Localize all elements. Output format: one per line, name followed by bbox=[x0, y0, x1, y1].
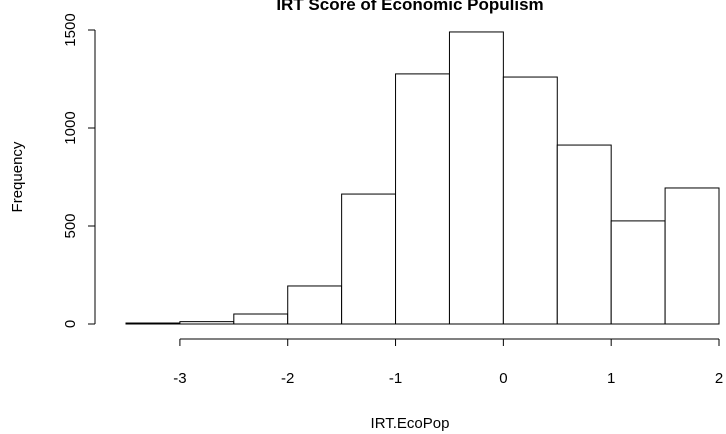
x-tick-label: -1 bbox=[389, 370, 402, 387]
x-tick-label: -2 bbox=[281, 370, 294, 387]
x-tick-label: -3 bbox=[173, 370, 186, 387]
x-tick-label: 0 bbox=[499, 370, 507, 387]
chart-title: IRT Score of Economic Populism bbox=[276, 0, 543, 14]
bar bbox=[610, 220, 666, 325]
bar bbox=[179, 321, 235, 325]
y-tick-label: 500 bbox=[62, 213, 79, 238]
bar bbox=[448, 31, 504, 325]
x-axis-label: IRT.EcoPop bbox=[371, 415, 450, 432]
bar bbox=[341, 193, 397, 325]
bar bbox=[395, 73, 450, 325]
y-axis-label: Frequency bbox=[9, 141, 26, 212]
bar bbox=[233, 313, 289, 325]
bar bbox=[125, 322, 181, 325]
bar bbox=[287, 285, 343, 325]
y-tick-label: 0 bbox=[62, 320, 79, 328]
bar bbox=[556, 144, 612, 325]
bar bbox=[664, 187, 720, 325]
bar bbox=[502, 76, 558, 325]
x-tick-label: 1 bbox=[607, 370, 615, 387]
y-tick-label: 1500 bbox=[62, 13, 79, 46]
y-tick-label: 1000 bbox=[62, 111, 79, 144]
x-tick-label: 2 bbox=[715, 370, 723, 387]
